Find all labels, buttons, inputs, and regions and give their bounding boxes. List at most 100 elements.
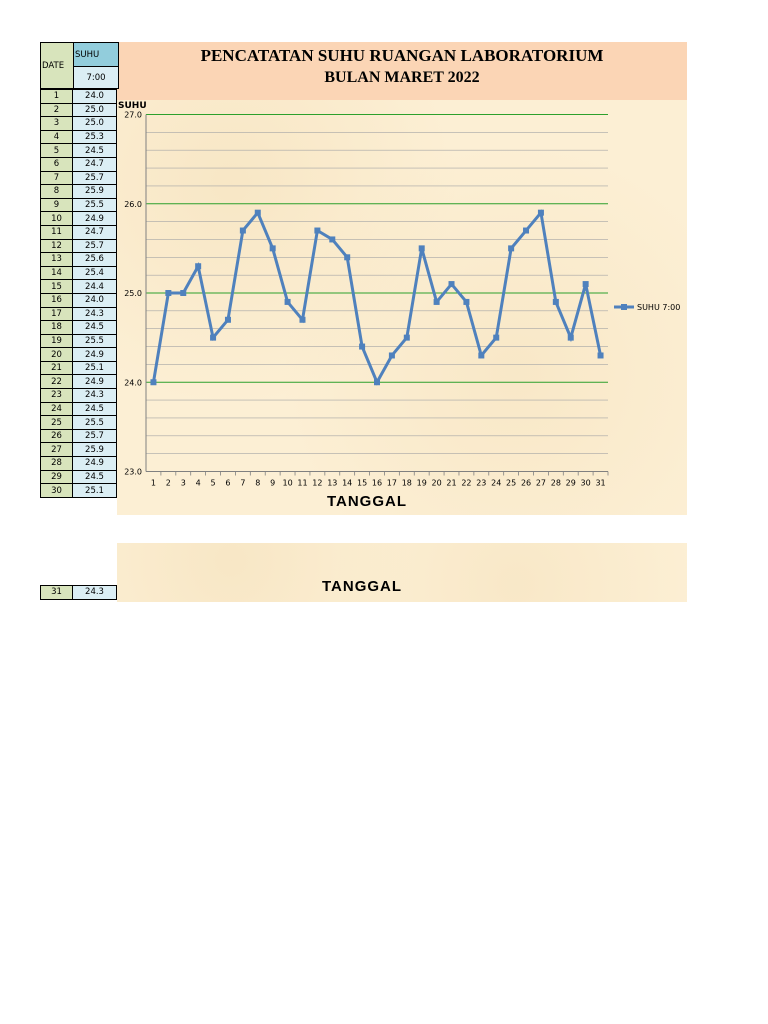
date-cell[interactable]: 10 xyxy=(40,211,73,226)
data-point[interactable] xyxy=(463,298,470,305)
data-point[interactable] xyxy=(344,254,351,261)
data-point[interactable] xyxy=(448,281,455,288)
data-point[interactable] xyxy=(269,245,276,252)
data-point[interactable] xyxy=(210,334,217,341)
data-point[interactable] xyxy=(418,245,425,252)
table-row: 15 24.4 xyxy=(40,279,117,294)
data-point[interactable] xyxy=(478,352,485,359)
suhu-column-header[interactable]: SUHU xyxy=(73,42,119,67)
data-point[interactable] xyxy=(374,379,380,386)
table-row: 10 24.9 xyxy=(40,211,117,226)
suhu-cell[interactable]: 24.5 xyxy=(72,143,117,158)
date-cell[interactable]: 24 xyxy=(40,401,73,417)
date-cell[interactable]: 30 xyxy=(40,483,73,498)
suhu-cell[interactable]: 25.6 xyxy=(72,252,117,267)
suhu-cell[interactable]: 24.9 xyxy=(72,374,117,390)
x-tick-label: 2 xyxy=(166,479,171,488)
suhu-cell[interactable]: 24.7 xyxy=(72,224,117,240)
date-cell[interactable]: 14 xyxy=(40,265,73,281)
data-point[interactable] xyxy=(388,352,395,359)
date-cell[interactable]: 4 xyxy=(40,129,73,145)
date-cell[interactable]: 25 xyxy=(40,415,73,430)
date-cell[interactable]: 20 xyxy=(40,347,73,362)
date-column-header[interactable]: DATE xyxy=(40,42,74,89)
suhu-cell[interactable]: 24.0 xyxy=(72,89,117,104)
data-point[interactable] xyxy=(224,316,231,323)
suhu-cell[interactable]: 25.4 xyxy=(72,265,117,281)
suhu-cell[interactable]: 25.7 xyxy=(72,428,117,444)
date-cell[interactable]: 2 xyxy=(40,102,73,118)
date-cell[interactable]: 8 xyxy=(40,184,73,199)
data-point[interactable] xyxy=(329,236,336,243)
date-cell[interactable]: 27 xyxy=(40,442,73,458)
suhu-cell[interactable]: 24.0 xyxy=(72,292,117,308)
suhu-cell[interactable]: 25.5 xyxy=(72,333,117,349)
date-cell[interactable]: 31 xyxy=(40,585,73,600)
suhu-cell[interactable]: 25.7 xyxy=(72,238,117,254)
data-point[interactable] xyxy=(165,290,172,296)
data-point[interactable] xyxy=(359,343,366,350)
suhu-cell[interactable]: 24.5 xyxy=(72,401,117,417)
date-cell[interactable]: 17 xyxy=(40,306,73,322)
data-point[interactable] xyxy=(582,281,589,288)
suhu-cell[interactable]: 24.5 xyxy=(72,320,117,335)
data-point[interactable] xyxy=(150,379,157,386)
suhu-cell[interactable]: 24.7 xyxy=(72,156,117,172)
date-cell[interactable]: 7 xyxy=(40,170,73,186)
suhu-cell[interactable]: 24.9 xyxy=(72,456,117,471)
data-point[interactable] xyxy=(493,334,500,341)
date-cell[interactable]: 21 xyxy=(40,360,73,376)
suhu-cell[interactable]: 25.1 xyxy=(72,483,117,498)
date-cell[interactable]: 11 xyxy=(40,224,73,240)
data-point[interactable] xyxy=(195,263,202,270)
data-point[interactable] xyxy=(567,334,574,341)
data-point[interactable] xyxy=(523,227,530,234)
data-point[interactable] xyxy=(314,227,321,234)
data-point[interactable] xyxy=(284,298,291,305)
date-cell[interactable]: 28 xyxy=(40,456,73,471)
date-cell[interactable]: 5 xyxy=(40,143,73,158)
suhu-cell[interactable]: 24.3 xyxy=(72,388,117,403)
date-cell[interactable]: 12 xyxy=(40,238,73,254)
suhu-cell[interactable]: 25.5 xyxy=(72,197,117,213)
suhu-cell[interactable]: 25.7 xyxy=(72,170,117,186)
data-point[interactable] xyxy=(552,298,559,305)
data-point[interactable] xyxy=(597,352,604,359)
suhu-cell[interactable]: 25.1 xyxy=(72,360,117,376)
date-cell[interactable]: 23 xyxy=(40,388,73,403)
date-cell[interactable]: 19 xyxy=(40,333,73,349)
data-point[interactable] xyxy=(403,334,410,341)
suhu-cell[interactable]: 25.3 xyxy=(72,129,117,145)
date-cell[interactable]: 9 xyxy=(40,197,73,213)
date-cell[interactable]: 18 xyxy=(40,320,73,335)
date-cell[interactable]: 26 xyxy=(40,428,73,444)
suhu-cell[interactable]: 24.5 xyxy=(72,469,117,485)
date-cell[interactable]: 6 xyxy=(40,156,73,172)
data-point[interactable] xyxy=(433,298,440,305)
data-point[interactable] xyxy=(537,209,544,216)
x-tick-label: 24 xyxy=(491,479,501,488)
date-cell[interactable]: 3 xyxy=(40,116,73,131)
date-cell[interactable]: 13 xyxy=(40,252,73,267)
date-cell[interactable]: 15 xyxy=(40,279,73,294)
date-cell[interactable]: 1 xyxy=(40,89,73,104)
suhu-cell[interactable]: 24.3 xyxy=(72,585,117,600)
suhu-cell[interactable]: 25.0 xyxy=(72,102,117,118)
data-point[interactable] xyxy=(239,227,246,234)
suhu-cell[interactable]: 24.9 xyxy=(72,347,117,362)
suhu-cell[interactable]: 25.9 xyxy=(72,442,117,458)
date-cell[interactable]: 29 xyxy=(40,469,73,485)
suhu-cell[interactable]: 25.5 xyxy=(72,415,117,430)
date-cell[interactable]: 22 xyxy=(40,374,73,390)
suhu-cell[interactable]: 24.3 xyxy=(72,306,117,322)
suhu-cell[interactable]: 24.9 xyxy=(72,211,117,226)
suhu-cell[interactable]: 24.4 xyxy=(72,279,117,294)
suhu-cell[interactable]: 25.9 xyxy=(72,184,117,199)
date-cell[interactable]: 16 xyxy=(40,292,73,308)
time-column-header[interactable]: 7:00 xyxy=(73,66,119,89)
data-point[interactable] xyxy=(254,209,261,216)
data-point[interactable] xyxy=(299,316,306,323)
suhu-cell[interactable]: 25.0 xyxy=(72,116,117,131)
data-point[interactable] xyxy=(508,245,515,252)
data-point[interactable] xyxy=(180,290,187,296)
